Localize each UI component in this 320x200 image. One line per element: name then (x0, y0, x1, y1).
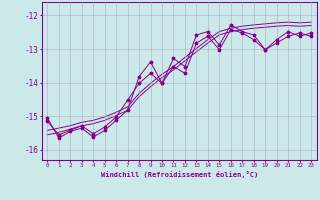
X-axis label: Windchill (Refroidissement éolien,°C): Windchill (Refroidissement éolien,°C) (100, 171, 258, 178)
